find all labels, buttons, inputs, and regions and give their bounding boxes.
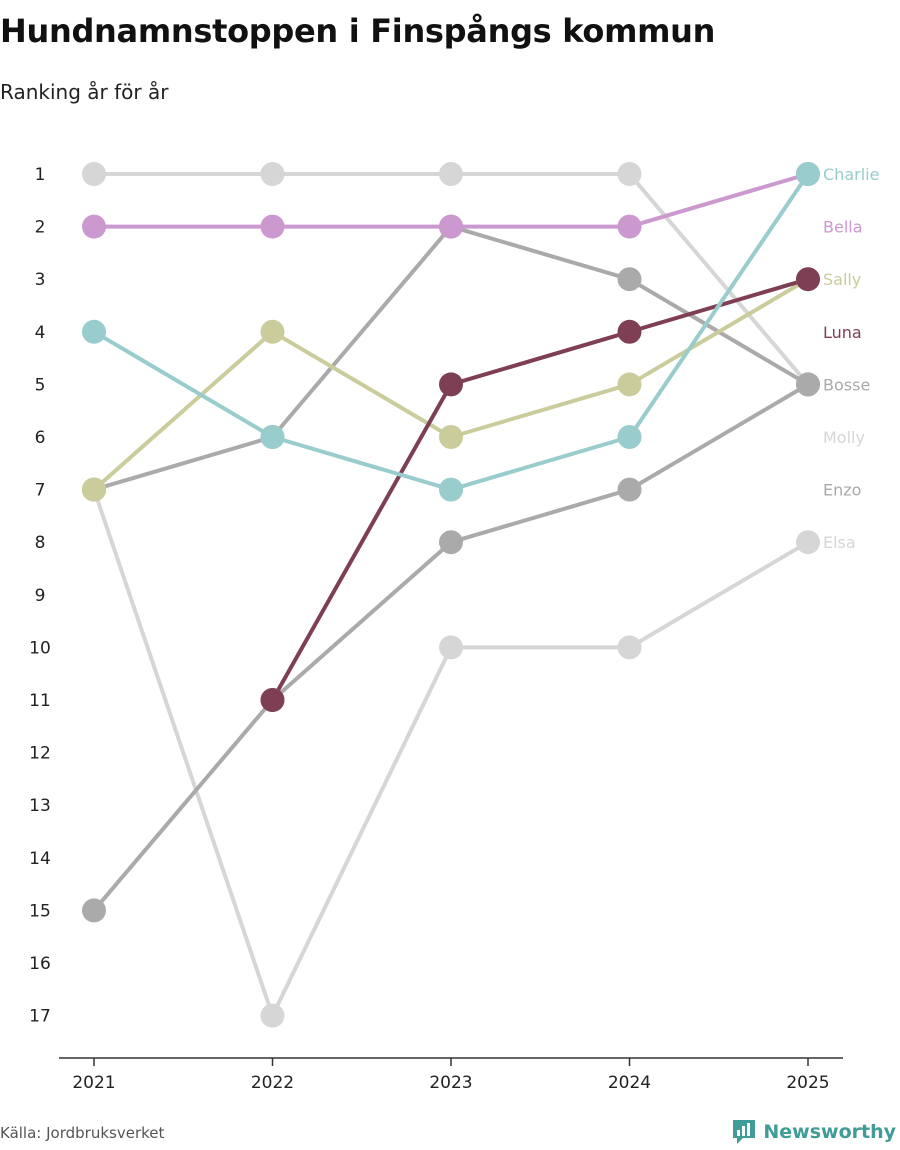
point-luna-2024[interactable]	[617, 319, 642, 344]
source-note: Källa: Jordbruksverket	[0, 1124, 165, 1142]
point-sally-2021[interactable]	[82, 477, 106, 502]
y-tick-label: 8	[35, 533, 46, 553]
series-label-bosse: Bosse	[823, 375, 870, 394]
y-tick-label: 9	[35, 586, 46, 606]
point-elsa-2023[interactable]	[439, 635, 463, 660]
point-bosse-2025[interactable]	[796, 372, 820, 397]
point-bella-2024[interactable]	[617, 214, 642, 239]
series-points	[82, 162, 820, 1028]
point-molly-2024[interactable]	[617, 162, 642, 186]
y-tick-label: 6	[35, 428, 46, 448]
x-tick-label: 2024	[608, 1073, 651, 1093]
point-charlie-2022[interactable]	[260, 425, 285, 449]
point-molly-2022[interactable]	[260, 162, 285, 186]
point-enzo-2023[interactable]	[439, 530, 463, 555]
point-molly-2021[interactable]	[82, 162, 106, 186]
point-enzo-2024[interactable]	[617, 477, 642, 502]
y-tick-label: 15	[29, 901, 51, 921]
y-tick-label: 13	[29, 796, 51, 816]
x-axis: 2021 2022 2023 2024 2025	[59, 1057, 843, 1093]
point-luna-2023[interactable]	[439, 372, 463, 397]
point-elsa-2024[interactable]	[617, 635, 642, 660]
series-label-charlie: Charlie	[823, 165, 879, 184]
y-tick-label: 16	[29, 954, 51, 974]
series-line-bosse	[92, 224, 810, 492]
x-tick-label: 2023	[429, 1073, 472, 1093]
point-charlie-2023[interactable]	[439, 477, 463, 502]
y-tick-label: 5	[35, 375, 46, 395]
series-label-molly: Molly	[823, 428, 865, 447]
point-sally-2023[interactable]	[439, 425, 463, 449]
series-line-elsa	[92, 487, 810, 1018]
x-tick-label: 2021	[72, 1073, 115, 1093]
y-tick-label: 7	[35, 481, 46, 501]
y-tick-label: 17	[29, 1007, 51, 1027]
point-sally-2022[interactable]	[260, 319, 285, 344]
y-tick-label: 14	[29, 849, 51, 869]
point-luna-2022[interactable]	[260, 688, 285, 712]
point-luna-2025[interactable]	[796, 267, 820, 292]
point-bella-2022[interactable]	[260, 214, 285, 239]
point-bella-2023[interactable]	[439, 214, 463, 239]
newsworthy-logo-icon	[733, 1120, 756, 1144]
series-label-luna: Luna	[823, 323, 862, 342]
series-label-enzo: Enzo	[823, 481, 861, 500]
point-bosse-2024[interactable]	[617, 267, 642, 292]
point-charlie-2025[interactable]	[796, 162, 820, 186]
series-label-sally: Sally	[823, 270, 861, 289]
y-tick-label: 12	[29, 744, 51, 764]
series-label-elsa: Elsa	[823, 533, 856, 552]
y-tick-label: 4	[35, 323, 46, 343]
series-lines	[92, 172, 810, 1018]
point-enzo-2021[interactable]	[82, 898, 106, 923]
series-label-bella: Bella	[823, 218, 863, 237]
brand-logo: Newsworthy	[731, 1118, 896, 1146]
y-tick-label: 10	[29, 638, 51, 658]
point-molly-2023[interactable]	[439, 162, 463, 186]
point-bella-2021[interactable]	[82, 214, 106, 239]
x-tick-label: 2022	[251, 1073, 294, 1093]
point-charlie-2021[interactable]	[82, 319, 106, 344]
brand-name: Newsworthy	[763, 1121, 896, 1143]
x-tick-label: 2025	[786, 1073, 829, 1093]
y-tick-label: 11	[29, 691, 51, 711]
point-sally-2024[interactable]	[617, 372, 642, 397]
y-tick-label: 1	[35, 165, 46, 185]
point-charlie-2024[interactable]	[617, 425, 642, 449]
chart-subtitle: Ranking år för år	[0, 80, 169, 104]
point-elsa-2022[interactable]	[260, 1003, 285, 1028]
y-tick-label: 2	[35, 218, 46, 238]
series-labels: Elsa Enzo Molly Bosse Sally Luna Bella Charlie	[823, 165, 879, 552]
point-elsa-2025[interactable]	[796, 530, 820, 555]
chart-title: Hundnamnstoppen i Finspångs kommun	[0, 12, 716, 50]
y-tick-label: 3	[35, 270, 46, 290]
